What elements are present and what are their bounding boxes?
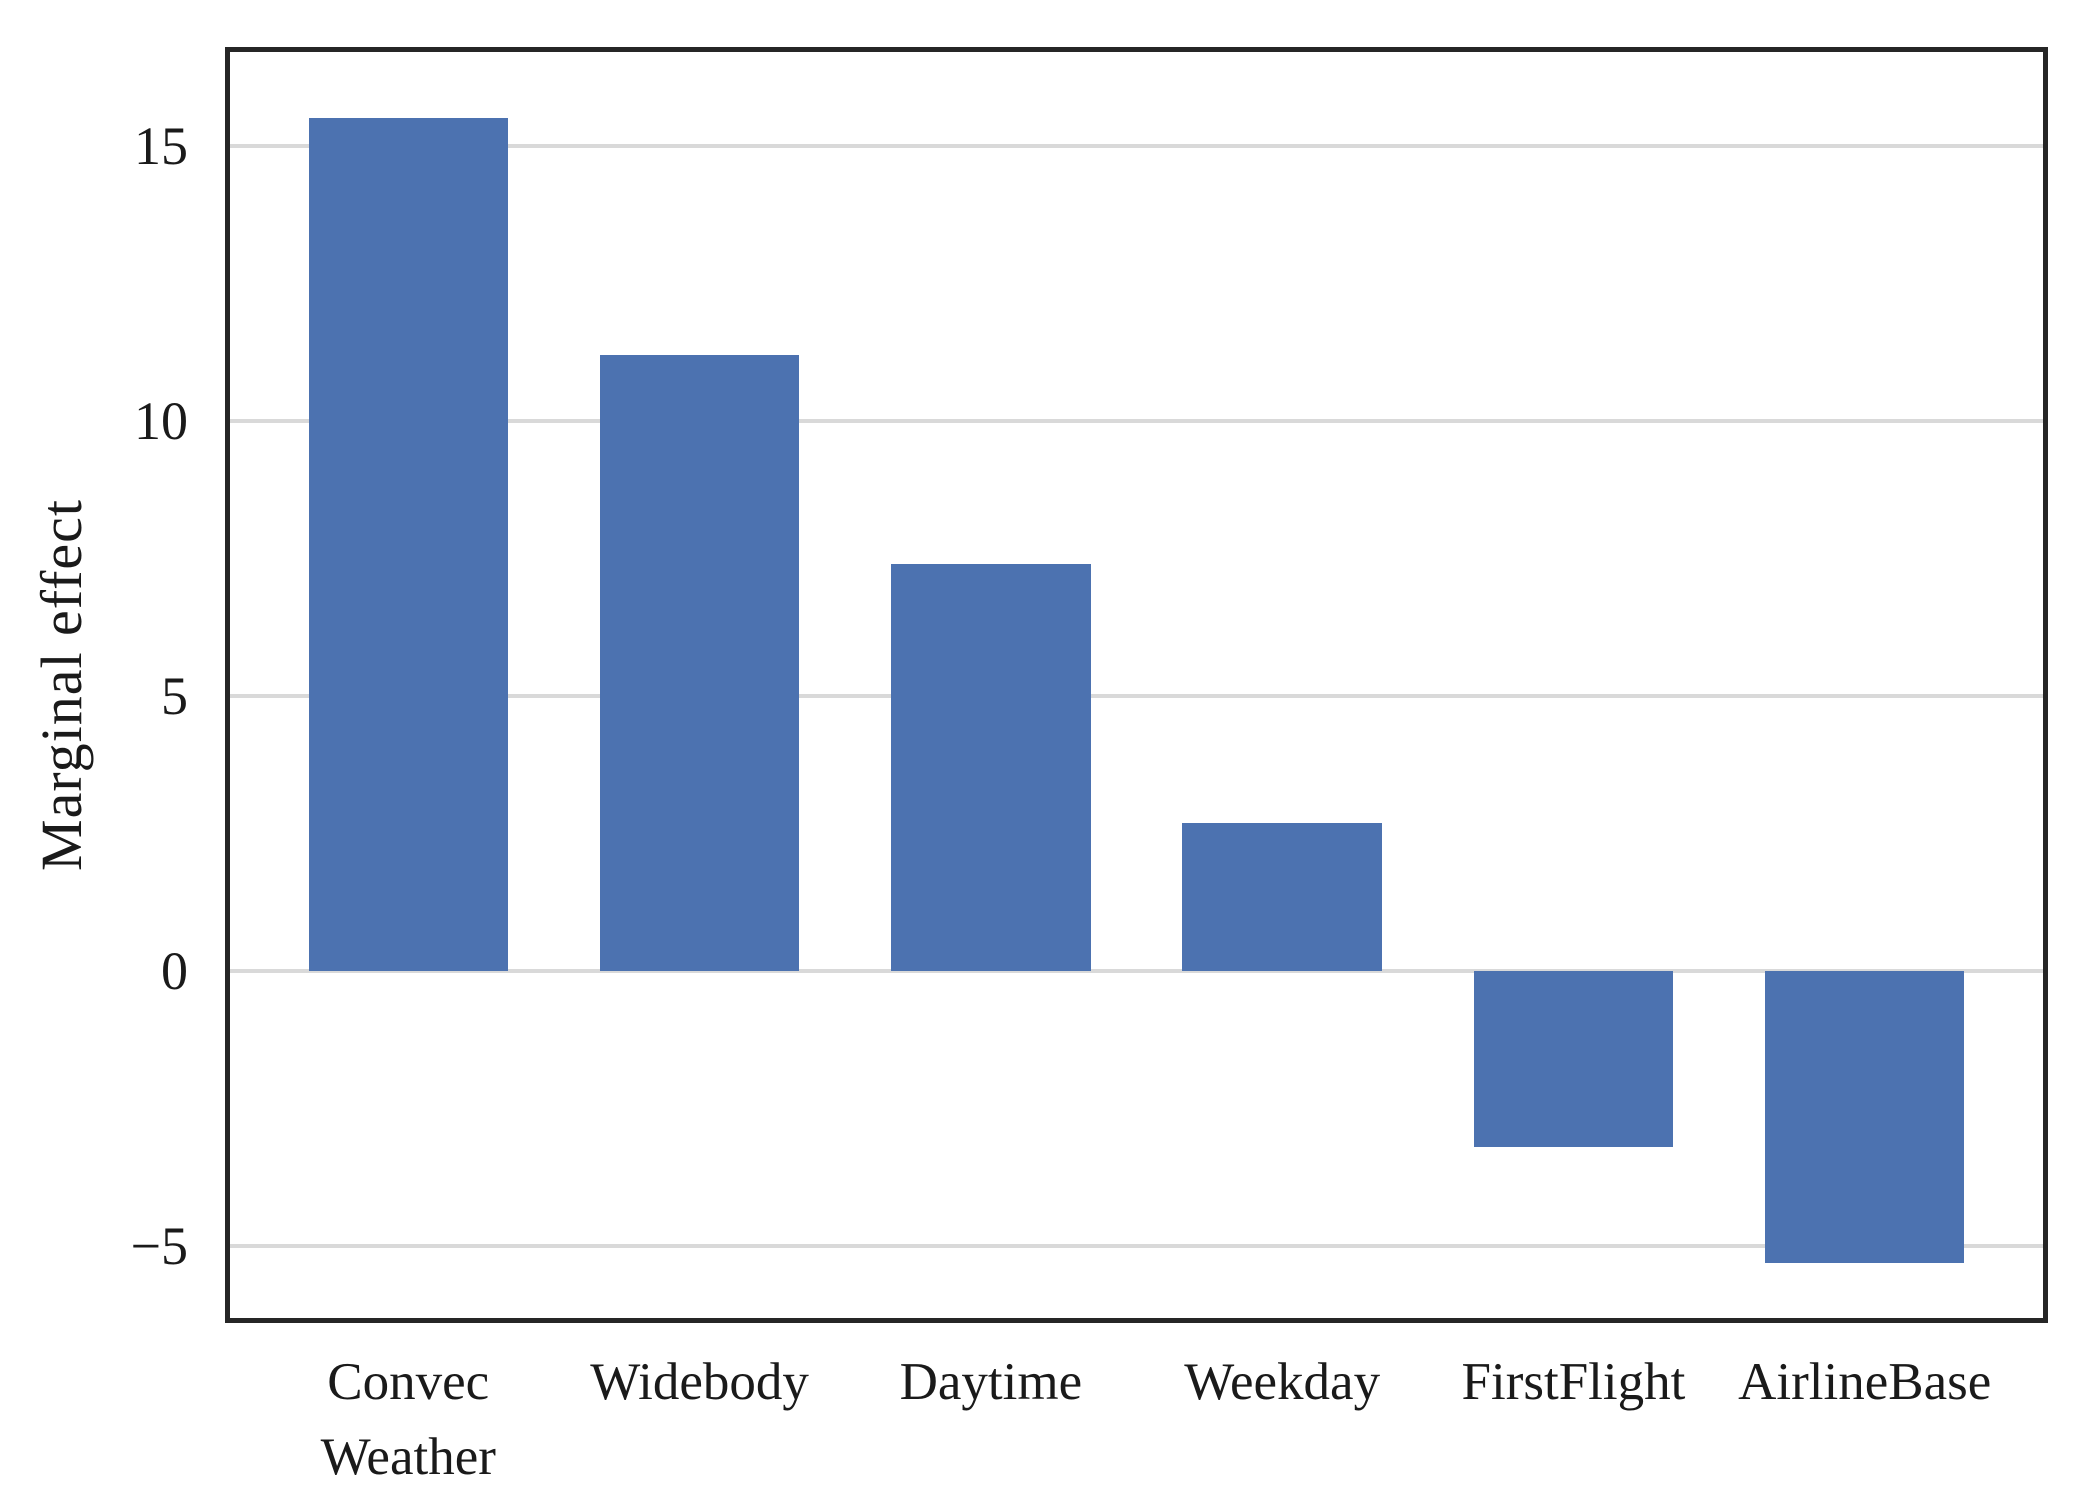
bar-daytime bbox=[891, 563, 1091, 972]
plot-area bbox=[225, 47, 2048, 1323]
x-axis-tick-labels: Convec Weather Widebody Daytime Weekday Firs… bbox=[225, 1345, 2048, 1495]
gridline-10 bbox=[230, 418, 2043, 423]
gridline-0 bbox=[230, 969, 2043, 974]
x-tick-label-airlinebase: AirlineBase bbox=[1738, 1353, 1992, 1411]
x-tick-label-weekday: Weekday bbox=[1184, 1353, 1381, 1411]
x-tick-label-convec-weather: Convec Weather bbox=[320, 1353, 496, 1487]
x-tick-label-firstflight: FirstFlight bbox=[1461, 1353, 1686, 1411]
y-tick-label-10: 10 bbox=[134, 390, 188, 451]
gridline--5 bbox=[230, 1244, 2043, 1249]
gridline-5 bbox=[230, 694, 2043, 698]
y-tick-label-15: 15 bbox=[134, 115, 188, 176]
x-tick-label-widebody: Widebody bbox=[590, 1353, 809, 1411]
bar-widebody bbox=[599, 354, 800, 972]
y-tick-label-0: 0 bbox=[161, 941, 188, 1002]
bar-firstflight bbox=[1473, 971, 1674, 1148]
y-tick-label--5: −5 bbox=[130, 1216, 188, 1277]
bar-airlinebase bbox=[1765, 971, 1965, 1263]
bar-weekday bbox=[1182, 822, 1382, 972]
bar-convec-weather bbox=[308, 118, 508, 972]
gridline-15 bbox=[230, 143, 2043, 148]
y-tick-label-5: 5 bbox=[161, 666, 188, 726]
x-tick-label-daytime: Daytime bbox=[899, 1353, 1083, 1411]
